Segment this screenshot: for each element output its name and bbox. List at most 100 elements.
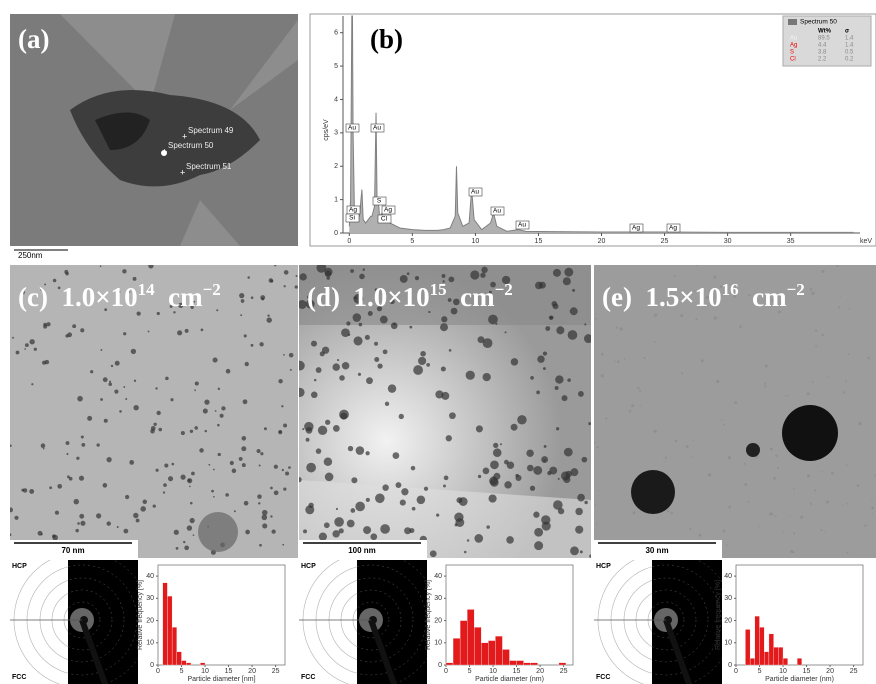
particle	[119, 410, 122, 413]
particle	[285, 471, 289, 475]
particle	[807, 392, 810, 395]
particle	[793, 488, 795, 490]
particle	[185, 329, 189, 333]
particle	[143, 500, 148, 505]
y-tick-label: 20	[146, 617, 154, 624]
nanoparticle	[782, 405, 838, 461]
x-tick-label: 20	[826, 668, 834, 675]
particle	[534, 528, 543, 537]
particle	[643, 357, 645, 359]
particle	[42, 361, 46, 365]
label-part: 1.0×10	[61, 282, 137, 312]
particle	[570, 307, 578, 315]
particle	[226, 369, 231, 374]
particle	[601, 374, 604, 377]
particle	[215, 410, 217, 412]
y-tick-label: 10	[434, 640, 442, 647]
particle	[861, 503, 862, 504]
particle	[739, 325, 742, 328]
label-part: (d)	[307, 282, 340, 312]
particle	[812, 381, 814, 383]
particle	[424, 487, 428, 491]
particle	[278, 379, 282, 383]
particle	[667, 510, 669, 512]
particle	[440, 323, 448, 331]
particle	[342, 362, 350, 370]
particle	[168, 476, 173, 481]
particle	[190, 502, 193, 505]
y-tick-label: 30	[724, 595, 732, 602]
particle	[322, 347, 329, 354]
particle	[545, 326, 550, 331]
x-axis-label: Particle diameter (nm)	[475, 676, 544, 683]
particle	[777, 467, 779, 469]
particle	[365, 451, 369, 455]
particle	[103, 483, 108, 488]
bar	[460, 621, 467, 665]
particle	[564, 268, 573, 277]
particle	[365, 335, 370, 340]
scale-label: 70 nm	[61, 546, 84, 555]
particle	[807, 474, 810, 477]
particle	[100, 349, 102, 351]
particle	[77, 522, 80, 525]
particle	[556, 427, 559, 430]
particle	[790, 515, 791, 516]
particle	[441, 392, 449, 400]
particle	[744, 463, 746, 465]
particle	[350, 269, 354, 273]
particle	[699, 534, 702, 537]
legend-swatch	[788, 19, 797, 25]
particle	[568, 330, 578, 340]
particle	[140, 506, 146, 512]
particle	[232, 469, 237, 474]
particle	[274, 490, 279, 495]
legend-cell: 0.5	[845, 50, 854, 56]
y-tick-label: 5	[334, 63, 338, 70]
space	[340, 282, 354, 312]
y-tick-label: 30	[434, 595, 442, 602]
particle	[400, 500, 406, 506]
cross: +	[180, 167, 185, 177]
y-tick-label: 0	[334, 230, 338, 237]
particle	[633, 511, 636, 514]
particle	[558, 508, 564, 514]
particle	[728, 506, 731, 509]
particle	[347, 520, 355, 528]
particle	[536, 391, 540, 395]
particle	[404, 527, 411, 534]
particle	[270, 487, 273, 490]
particle	[396, 482, 402, 488]
bar	[783, 658, 788, 665]
particle	[325, 473, 334, 482]
particle	[339, 375, 345, 381]
particle	[814, 489, 816, 491]
particle	[289, 353, 294, 358]
x-tick-label: 25	[850, 668, 858, 675]
particle	[115, 361, 120, 366]
particle	[164, 463, 168, 467]
label-part: 16	[722, 280, 739, 299]
particle	[316, 448, 321, 453]
particle	[543, 351, 547, 355]
particle	[177, 330, 182, 335]
particle	[100, 398, 103, 401]
scale-label: 100 nm	[348, 546, 376, 555]
particle	[79, 476, 84, 481]
x-tick-label: 25	[560, 668, 568, 675]
y-tick-label: 0	[150, 662, 154, 669]
y-tick-label: 40	[724, 573, 732, 580]
particle	[298, 300, 307, 309]
x-tick-label: 10	[779, 668, 787, 675]
bar	[559, 663, 566, 665]
y-tick-label: 40	[434, 573, 442, 580]
particle	[563, 476, 570, 483]
particle	[302, 428, 304, 430]
peak-label: Si	[349, 215, 355, 222]
particle	[620, 327, 623, 330]
particle	[274, 465, 278, 469]
particle	[284, 285, 286, 287]
particle	[96, 443, 99, 446]
particle	[189, 486, 191, 488]
space	[632, 282, 646, 312]
